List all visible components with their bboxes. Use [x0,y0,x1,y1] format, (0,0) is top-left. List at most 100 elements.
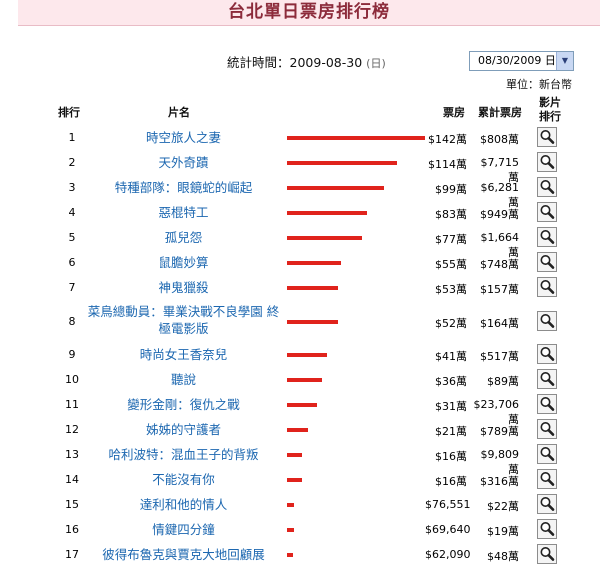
magnifier-icon[interactable] [537,311,557,331]
cumulative-gross-cell: $48萬 [487,550,519,563]
movie-title-link[interactable]: 哈利波特：混血王子的背叛 [108,447,259,462]
daily-gross-cell: $53萬 [435,283,467,296]
header-title: 片名 [168,106,190,119]
box-office-bar [287,403,317,407]
table-row: 3 特種部隊：眼鏡蛇的崛起 $99萬 $6,281萬 [0,176,600,209]
cumulative-gross-cell: $89萬 [487,375,519,388]
movie-title-link[interactable]: 菜鳥總動員：畢業決戰不良學園 終極電影版 [87,304,280,336]
movie-title-link[interactable]: 鼠膽妙算 [158,255,209,270]
movie-title-link[interactable]: 不能沒有你 [152,472,215,487]
daily-gross-cell: $16萬 [435,475,467,488]
magnifier-icon[interactable] [537,419,557,439]
magnifier-icon[interactable] [537,202,557,222]
box-office-bar [287,503,294,507]
table-row: 17 彼得布魯克與賈克大地回顧展 $62,090 $48萬 [0,543,600,568]
date-select-value: 08/30/2009 日 [478,54,556,67]
daily-gross-cell: $77萬 [435,233,467,246]
movie-title-link[interactable]: 特種部隊：眼鏡蛇的崛起 [114,180,253,195]
daily-gross-cell: $99萬 [435,183,467,196]
rank-cell: 17 [65,548,79,561]
rank-cell: 7 [68,281,76,294]
box-office-bar [287,553,293,557]
magnifier-icon[interactable] [537,369,557,389]
movie-title-link[interactable]: 天外奇蹟 [158,155,209,170]
cumulative-gross-cell: $789萬 [480,425,519,438]
movie-title-link[interactable]: 孤兒怨 [164,230,203,245]
table-row: 1 時空旅人之妻 $142萬 $808萬 [0,126,600,151]
magnifier-icon[interactable] [537,127,557,147]
daily-gross-cell: $69,640 [425,523,471,536]
magnifier-icon[interactable] [537,277,557,297]
box-office-bar [287,136,425,140]
magnifier-icon[interactable] [537,152,557,172]
table-row: 7 神鬼獵殺 $53萬 $157萬 [0,276,600,301]
magnifier-icon[interactable] [537,227,557,247]
rank-cell: 1 [68,131,76,144]
cumulative-gross-cell: $1,664萬 [480,231,520,259]
rank-cell: 10 [65,373,79,386]
table-row: 11 變形金剛：復仇之戰 $31萬 $23,706萬 [0,393,600,426]
magnifier-icon[interactable] [537,469,557,489]
chevron-down-icon[interactable]: ▼ [556,52,573,70]
magnifier-icon[interactable] [537,394,557,414]
stat-date: 2009-08-30 [289,55,363,70]
movie-title-link[interactable]: 達利和他的情人 [139,497,228,512]
rank-cell: 8 [68,315,76,328]
cumulative-gross-cell: $157萬 [480,283,519,296]
table-row: 14 不能沒有你 $16萬 $316萬 [0,468,600,493]
date-select[interactable]: 08/30/2009 日 ▼ [469,51,574,71]
box-office-bar [287,378,322,382]
rank-cell: 16 [65,523,79,536]
box-office-bar [287,211,367,215]
table-row: 2 天外奇蹟 $114萬 $7,715萬 [0,151,600,184]
movie-title-link[interactable]: 惡棍特工 [158,205,209,220]
daily-gross-cell: $55萬 [435,258,467,271]
cumulative-gross-cell: $9,809萬 [480,448,520,476]
box-office-bar [287,428,308,432]
box-office-bar [287,320,338,324]
movie-title-link[interactable]: 情鍵四分鐘 [152,522,215,537]
movie-title-link[interactable]: 彼得布魯克與賈克大地回顧展 [102,547,265,562]
rank-cell: 2 [68,156,76,169]
box-office-bar [287,161,397,165]
magnifier-icon[interactable] [537,444,557,464]
magnifier-icon[interactable] [537,344,557,364]
rank-cell: 11 [65,398,79,411]
box-office-bar [287,236,362,240]
magnifier-icon[interactable] [537,544,557,564]
box-office-bar [287,478,302,482]
daily-gross-cell: $31萬 [435,400,467,413]
table-row: 6 鼠膽妙算 $55萬 $748萬 [0,251,600,276]
movie-title-link[interactable]: 神鬼獵殺 [158,280,209,295]
movie-title-link[interactable]: 姊姊的守護者 [145,422,221,437]
magnifier-icon[interactable] [537,252,557,272]
rank-cell: 9 [68,348,76,361]
stat-time: 統計時間：2009-08-30 (日) [227,52,386,71]
table-row: 9 時尚女王香奈兒 $41萬 $517萬 [0,343,600,368]
magnifier-icon[interactable] [537,494,557,514]
rank-cell: 12 [65,423,79,436]
magnifier-icon[interactable] [537,177,557,197]
cumulative-gross-cell: $22萬 [487,500,519,513]
cumulative-gross-cell: $23,706萬 [473,398,520,426]
table-row: 12 姊姊的守護者 $21萬 $789萬 [0,418,600,443]
movie-title-link[interactable]: 聽說 [170,372,196,387]
movie-title-link[interactable]: 變形金剛：復仇之戰 [127,397,240,412]
movie-title-link[interactable]: 時空旅人之妻 [145,130,221,145]
cumulative-gross-cell: $7,715萬 [480,156,520,184]
stat-label: 統計時間： [227,55,290,70]
table-row: 16 情鍵四分鐘 $69,640 $19萬 [0,518,600,543]
cumulative-gross-cell: $748萬 [480,258,519,271]
rank-cell: 3 [68,181,76,194]
magnifier-icon[interactable] [537,519,557,539]
daily-gross-cell: $76,551 [425,498,471,511]
table-row: 13 哈利波特：混血王子的背叛 $16萬 $9,809萬 [0,443,600,476]
movie-title-link[interactable]: 時尚女王香奈兒 [139,347,228,362]
table-row: 15 達利和他的情人 $76,551 $22萬 [0,493,600,518]
page-header: 台北單日票房排行榜 [18,0,600,26]
box-office-bar [287,528,294,532]
box-office-bar [287,286,338,290]
header-cumulative: 累計票房 [478,106,522,119]
daily-gross-cell: $36萬 [435,375,467,388]
daily-gross-cell: $83萬 [435,208,467,221]
